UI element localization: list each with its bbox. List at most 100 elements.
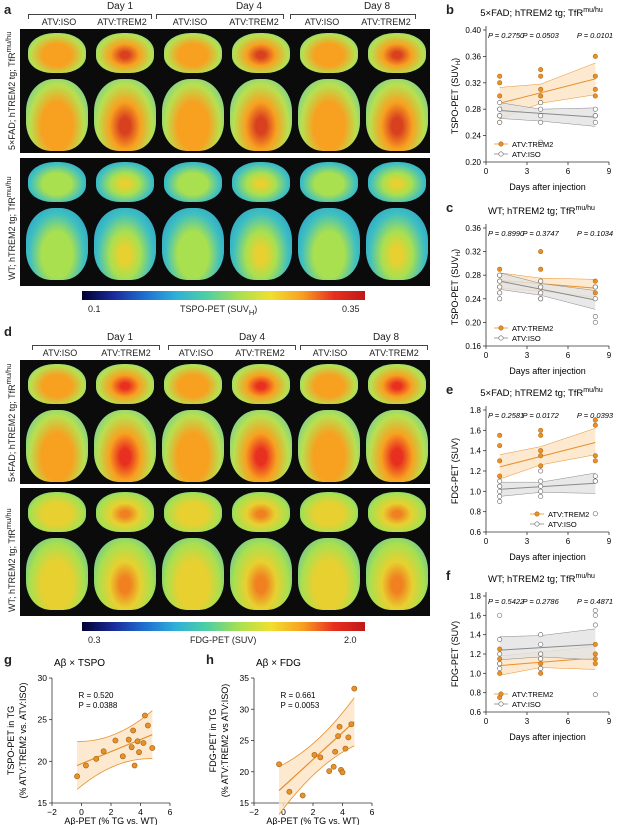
data-point-iso — [497, 106, 503, 112]
y-tick-label: 1.2 — [470, 650, 482, 659]
pet-brain-coronal-fdg-wt — [164, 492, 222, 532]
data-point-trem2 — [538, 86, 544, 92]
data-point-iso — [497, 637, 503, 643]
y-tick-label: 1.4 — [470, 631, 482, 640]
data-point-iso — [538, 656, 544, 662]
x-tick-label: 0 — [281, 807, 286, 817]
data-point-trem2 — [592, 278, 598, 284]
data-point-trem2 — [497, 646, 503, 652]
y-tick-label: 30 — [240, 704, 250, 714]
day-label: Day 4 — [238, 332, 266, 343]
y-tick-label: 1.0 — [470, 487, 482, 496]
chart-title: Aβ × FDG — [256, 658, 301, 669]
pet-brain-coronal-fdg-wt — [232, 492, 290, 532]
pet-brain-axial-tspo-wt — [26, 208, 88, 280]
condition-label: ATV:TREM2 — [361, 17, 411, 27]
data-point-trem2 — [497, 80, 503, 86]
y-tick-label: 0.6 — [470, 528, 482, 537]
pet-brain-coronal-tspo-wt — [28, 162, 86, 202]
data-point — [112, 737, 119, 744]
data-point-iso — [497, 296, 503, 302]
y-tick-label: 1.8 — [470, 406, 482, 415]
pet-brain-axial-tspo-wt — [162, 208, 224, 280]
data-point-trem2 — [538, 463, 544, 469]
data-point — [286, 788, 293, 795]
pet-brain-axial-tspo-wt — [298, 208, 360, 280]
x-tick-label: −2 — [249, 807, 259, 817]
x-tick-label: 0 — [484, 351, 489, 360]
y-axis-label: (% ATV:TREM2 vs. ATV:ISO) — [18, 682, 28, 798]
data-point-iso — [497, 272, 503, 278]
y-tick-label: 0.32 — [465, 248, 481, 257]
data-point-trem2 — [592, 661, 598, 667]
legend-marker — [534, 511, 540, 517]
pet-brain-coronal-fdg-wt — [300, 492, 358, 532]
p-value: P = 0.8990 — [488, 229, 525, 238]
legend-label: ATV:TREM2 — [512, 140, 553, 149]
y-tick-label: 0.8 — [470, 508, 482, 517]
data-point-iso — [538, 478, 544, 484]
data-point — [100, 748, 107, 755]
chart-h: Aβ × FDG 15 20 25 30 35 −2 0 2 4 6 Aβ-PET (% TG vs.… — [208, 658, 375, 825]
data-point-trem2 — [497, 432, 503, 438]
chart-g: Aβ × TSPO 15 20 25 30 −2 0 2 4 6 Aβ-PET (% TG vs. … — [6, 658, 173, 825]
data-point-iso — [538, 483, 544, 489]
pet-brain-axial-fdg-wt — [162, 538, 224, 610]
x-tick-label: 9 — [607, 717, 612, 726]
panel-label-a: a — [4, 2, 12, 17]
stat-label: P = 0.0053 — [281, 701, 320, 710]
legend-label: ATV:ISO — [512, 700, 541, 709]
day-bracket — [300, 345, 428, 350]
legend-label: ATV:TREM2 — [512, 690, 553, 699]
day-bracket — [290, 14, 416, 19]
data-point — [351, 685, 358, 692]
pet-brain-coronal-tspo-5xfad — [300, 33, 358, 73]
y-axis-label: FDG-PET (SUV) — [450, 438, 460, 504]
chart-f: WT; hTREM2 tg; TfRmu/hu 0.6 0.8 1.0 1.2 1.4 1.… — [450, 573, 613, 742]
x-tick-label: 2 — [311, 807, 316, 817]
data-point-trem2 — [497, 473, 503, 479]
colorbar-min: 0.1 — [88, 304, 101, 314]
pet-image-row-wt-tspo — [20, 158, 430, 286]
stat-label: R = 0.520 — [79, 691, 114, 700]
data-point-iso — [538, 641, 544, 647]
pet-brain-axial-fdg-5xfad — [230, 410, 292, 482]
pet-brain-coronal-tspo-5xfad — [164, 33, 222, 73]
row-label: WT; hTREM2 tg; TfRmu/hu — [4, 508, 17, 612]
data-point-iso — [538, 632, 544, 638]
fdg-colorbar — [82, 622, 365, 631]
data-point-iso — [497, 478, 503, 484]
ci-upper — [278, 697, 355, 767]
data-point — [317, 754, 324, 761]
pet-image-row-5xfad-fdg — [20, 360, 430, 484]
data-point-trem2 — [592, 93, 598, 99]
data-point-trem2 — [592, 458, 598, 464]
x-tick-label: 0 — [484, 167, 489, 176]
data-point — [149, 745, 156, 751]
pet-brain-coronal-fdg-wt — [28, 492, 86, 532]
data-point-iso — [592, 113, 598, 119]
x-axis-label: Days after injection — [509, 552, 586, 562]
data-point-iso — [592, 473, 598, 479]
data-point — [136, 749, 142, 756]
x-tick-label: 6 — [566, 717, 571, 726]
data-point-iso — [592, 612, 598, 618]
x-tick-label: 3 — [525, 717, 530, 726]
data-point-trem2 — [592, 453, 598, 459]
data-point-trem2 — [592, 290, 598, 296]
data-point-iso — [592, 478, 598, 484]
x-axis-label: Days after injection — [509, 732, 586, 742]
colorbar-max: 2.0 — [344, 635, 357, 645]
y-tick-label: 1.2 — [470, 467, 482, 476]
data-point-trem2 — [497, 266, 503, 272]
data-point-trem2 — [592, 651, 598, 657]
panel-label-b: b — [446, 2, 454, 17]
pet-brain-axial-tspo-5xfad — [366, 79, 428, 151]
legend-label: ATV:TREM2 — [548, 510, 589, 519]
panel-label-g: g — [4, 652, 12, 667]
p-value: P = 0.2786 — [523, 597, 560, 606]
y-tick-label: 0.8 — [470, 689, 482, 698]
data-point-iso — [497, 100, 503, 106]
data-point — [140, 740, 147, 746]
data-point — [83, 762, 89, 769]
